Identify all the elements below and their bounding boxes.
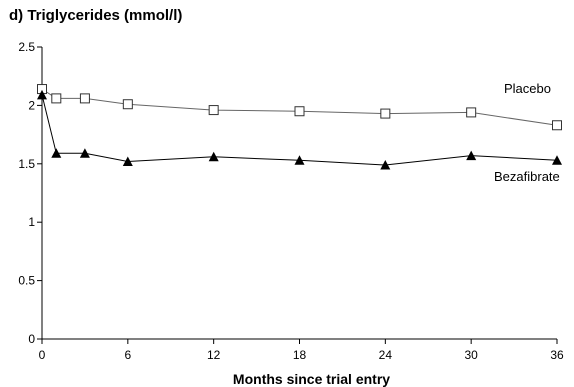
bezafibrate-marker bbox=[380, 160, 391, 170]
bezafibrate-marker bbox=[466, 150, 477, 161]
y-tick-label: 1.5 bbox=[18, 157, 35, 171]
bezafibrate-marker bbox=[79, 148, 90, 158]
chart-title: d) Triglycerides (mmol/l) bbox=[9, 7, 183, 24]
bezafibrate-marker bbox=[208, 151, 219, 162]
placebo-marker bbox=[208, 105, 219, 116]
x-tick-label: 0 bbox=[39, 348, 46, 362]
chart-ticks: 0 0.5 1 1.5 2 2.5 0 6 12 18 24 30 36 bbox=[18, 40, 564, 362]
bezafibrate-marker bbox=[552, 155, 562, 165]
y-tick-label: 2.5 bbox=[18, 40, 35, 54]
placebo-marker bbox=[79, 93, 90, 104]
x-axis-title: Months since trial entry bbox=[233, 371, 390, 387]
placebo-marker bbox=[552, 120, 562, 131]
bezafibrate-marker bbox=[51, 148, 62, 158]
placebo-marker bbox=[380, 108, 391, 119]
placebo-marker bbox=[466, 107, 477, 118]
placebo-marker bbox=[51, 93, 62, 104]
bezafibrate-marker bbox=[294, 155, 305, 165]
x-tick-label: 30 bbox=[464, 348, 478, 362]
x-tick-label: 24 bbox=[379, 348, 393, 362]
chart-axes bbox=[41, 47, 557, 340]
x-tick-label: 6 bbox=[124, 348, 131, 362]
y-tick-label: 2 bbox=[28, 98, 35, 112]
x-tick-label: 36 bbox=[550, 348, 564, 362]
series-line bbox=[41, 94, 558, 166]
series-label-bezafibrate: Bezafibrate bbox=[494, 169, 560, 184]
bezafibrate-marker bbox=[37, 89, 47, 100]
series-lines bbox=[41, 88, 558, 166]
x-tick-label: 12 bbox=[207, 348, 221, 362]
bezafibrate-marker bbox=[122, 156, 133, 166]
x-tick-label: 18 bbox=[293, 348, 307, 362]
placebo-marker bbox=[122, 99, 133, 110]
chart-labels: Months since trial entry Placebo Bezafibra… bbox=[233, 81, 560, 387]
y-tick-label: 1 bbox=[28, 215, 35, 229]
y-tick-label: 0 bbox=[28, 332, 35, 346]
series-markers bbox=[37, 84, 562, 170]
placebo-marker bbox=[294, 106, 305, 117]
series-label-placebo: Placebo bbox=[504, 81, 551, 96]
y-tick-label: 0.5 bbox=[18, 274, 35, 288]
